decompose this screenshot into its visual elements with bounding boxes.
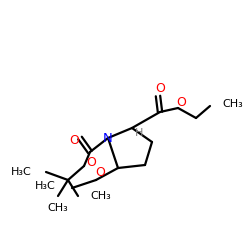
Text: H: H (135, 128, 143, 138)
Text: H₃C: H₃C (35, 181, 56, 191)
Text: O: O (155, 82, 165, 96)
Text: O: O (86, 156, 96, 168)
Text: N: N (103, 132, 113, 144)
Text: CH₃: CH₃ (90, 191, 111, 201)
Text: O: O (95, 166, 105, 179)
Text: O: O (176, 96, 186, 108)
Text: CH₃: CH₃ (222, 99, 243, 109)
Text: O: O (69, 134, 79, 146)
Text: CH₃: CH₃ (48, 203, 68, 213)
Text: H₃C: H₃C (11, 167, 32, 177)
